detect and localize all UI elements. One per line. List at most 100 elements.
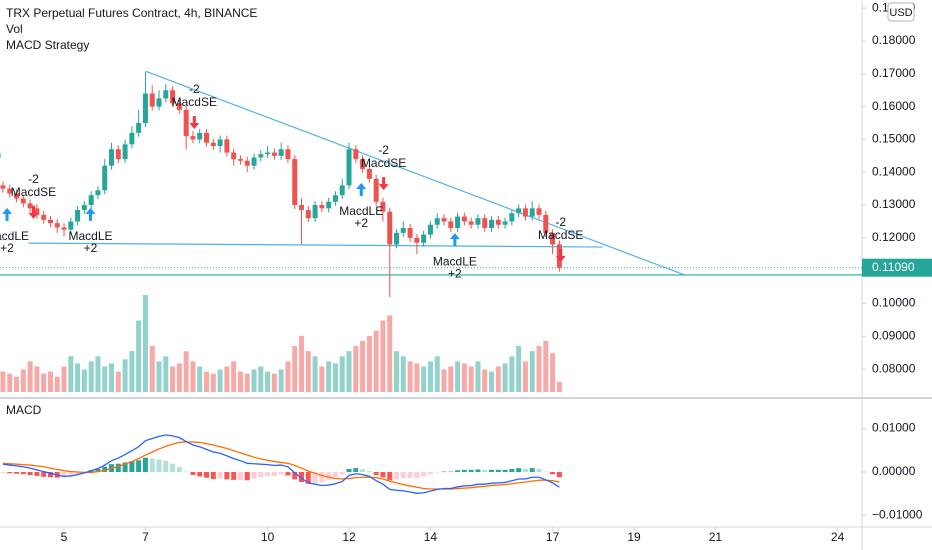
candle-body: [339, 185, 345, 196]
histogram-bar: [380, 472, 386, 478]
candle-body: [434, 218, 440, 225]
volume-bar: [427, 361, 433, 392]
long-arrow: [2, 207, 13, 221]
candle-body: [129, 132, 135, 145]
histogram-bar: [339, 472, 345, 475]
histogram-bar: [68, 472, 74, 477]
histogram-bar: [204, 472, 210, 478]
histogram-bar: [183, 471, 189, 473]
volume-bar: [163, 356, 169, 392]
volume-bar: [14, 376, 20, 392]
candle-body: [41, 214, 47, 220]
candle-body: [258, 154, 264, 158]
candle-body: [353, 149, 359, 160]
histogram-bar: [61, 472, 67, 478]
volume-bar: [394, 351, 400, 392]
candle-body: [495, 219, 501, 225]
volume-bar: [482, 369, 488, 392]
candle-body: [204, 132, 210, 143]
histogram-bar: [421, 472, 427, 477]
candle-body: [319, 205, 325, 209]
main-pane: 5)MacdLE+2MacdSE-2MacdLE+2MacdSE-2MacdLE…: [0, 70, 862, 392]
last-price-label: 0.11090: [872, 260, 915, 274]
candle-body: [299, 205, 305, 210]
last-price-box: [862, 258, 932, 277]
signal-label: MacdLE: [433, 254, 477, 268]
x-tick-label: 21: [709, 530, 723, 544]
signal-label: MacdLE: [0, 229, 29, 243]
candle-body: [224, 139, 230, 153]
volume-bar: [400, 356, 406, 392]
currency[interactable]: USD: [889, 7, 912, 19]
candle-body: [522, 208, 528, 217]
chart-title: TRX Perpetual Futures Contract, 4h, BINA…: [6, 6, 257, 20]
volume-label: Vol: [6, 22, 23, 36]
histogram-bar: [115, 463, 121, 473]
currency-badge[interactable]: [887, 2, 915, 22]
candle-body: [109, 149, 115, 166]
volume-bar: [353, 346, 359, 392]
histogram-bar: [346, 468, 352, 473]
signal-label: MacdLE: [339, 204, 383, 218]
volume-bar: [455, 361, 461, 392]
signal-qty: +2: [448, 266, 462, 280]
signal-qty: +2: [0, 241, 14, 255]
histogram-bar: [529, 468, 535, 473]
signal-qty: +2: [354, 216, 368, 230]
candle-body: [421, 234, 427, 243]
volume-bar: [387, 315, 393, 392]
candle-body: [502, 221, 508, 225]
candle-body: [529, 208, 535, 217]
volume-bar: [285, 361, 291, 392]
volume-bar: [495, 366, 501, 392]
histogram-bar: [489, 469, 495, 473]
histogram-bar: [332, 472, 338, 478]
volume-bar: [129, 351, 135, 392]
signal-label: MacdSE: [11, 185, 56, 199]
volume-bar: [61, 366, 67, 392]
candle-body: [407, 228, 413, 238]
candle-body: [210, 142, 216, 146]
volume-bar: [149, 346, 155, 392]
y-tick-label: 0.12000: [872, 230, 916, 244]
volume-bar: [34, 366, 40, 392]
volume-bar: [20, 369, 26, 392]
histogram-bar: [210, 472, 216, 479]
y2-tick-label: 0.01000: [872, 421, 916, 435]
histogram-bar: [129, 461, 135, 473]
candle-body: [217, 139, 223, 146]
volume-bar: [258, 366, 264, 392]
histogram-bar: [299, 472, 305, 483]
candle-body: [88, 195, 94, 206]
histogram-bar: [292, 472, 298, 480]
histogram-bar: [312, 472, 318, 483]
histogram-bar: [102, 466, 108, 473]
candle-body: [278, 149, 284, 156]
x-tick-label: 5: [61, 530, 68, 544]
candle-body: [550, 232, 556, 245]
candle-body: [482, 218, 488, 229]
histogram-bar: [441, 471, 447, 473]
candle-body: [136, 123, 142, 133]
volume-bar: [41, 373, 47, 392]
volume-bar: [47, 371, 53, 392]
volume-bar: [122, 359, 128, 392]
macd-line: [2, 434, 560, 494]
candle-body: [54, 223, 60, 228]
volume-bar: [556, 381, 562, 392]
candle-body: [394, 232, 400, 245]
volume-bar: [475, 361, 481, 392]
signal-qty: -2: [555, 215, 566, 229]
candle-body: [366, 168, 372, 179]
strategy-label: MACD Strategy: [6, 38, 89, 52]
y-tick-label: 0.09000: [872, 328, 916, 342]
candle-body: [509, 213, 515, 222]
macd-pane: [0, 434, 562, 494]
y-tick-label: 0.13000: [872, 197, 916, 211]
histogram-bar: [455, 470, 461, 473]
candle-body: [115, 149, 121, 160]
x-tick-label: 12: [342, 530, 356, 544]
signal-qty: -2: [28, 172, 39, 186]
candle-body: [461, 216, 467, 222]
candle-body: [305, 209, 311, 219]
